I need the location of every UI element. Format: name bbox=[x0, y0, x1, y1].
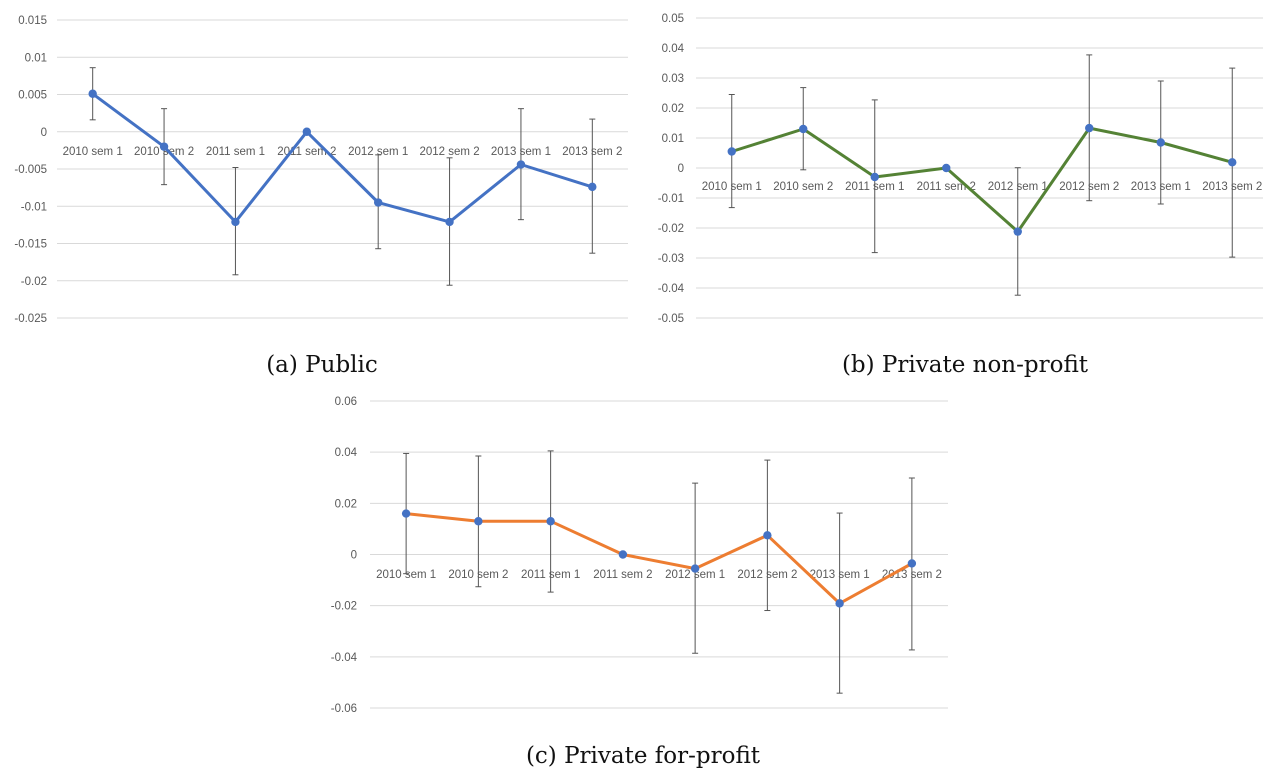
caption-private-non-profit: (b) Private non-profit bbox=[842, 352, 1089, 378]
data-point bbox=[835, 599, 844, 608]
data-point bbox=[690, 564, 700, 573]
y-tick-label: 0 bbox=[41, 127, 47, 139]
series-line bbox=[731, 126, 1233, 234]
data-point bbox=[516, 160, 526, 169]
x-category-label: 2011 sem 1 bbox=[206, 146, 265, 158]
y-tick-label: -0.005 bbox=[14, 164, 47, 176]
y-tick-label: 0.01 bbox=[25, 52, 47, 64]
y-tick-label: 0 bbox=[678, 163, 684, 175]
data-point bbox=[546, 517, 555, 526]
x-category-label: 2010 sem 1 bbox=[376, 569, 436, 581]
y-tick-label: -0.01 bbox=[658, 193, 684, 205]
y-tick-label: -0.025 bbox=[14, 313, 47, 325]
caption-private-for-profit: (c) Private for-profit bbox=[526, 743, 761, 769]
y-tick-label: 0.02 bbox=[662, 103, 684, 115]
data-point bbox=[302, 127, 312, 136]
y-tick-label: 0.005 bbox=[18, 90, 47, 102]
data-point bbox=[231, 217, 240, 227]
x-category-label: 2011 sem 2 bbox=[917, 181, 976, 193]
data-point bbox=[1085, 123, 1094, 133]
y-tick-label: -0.02 bbox=[21, 276, 47, 288]
data-point bbox=[942, 163, 951, 173]
data-point bbox=[474, 517, 483, 526]
data-point bbox=[1228, 158, 1237, 167]
y-tick-label: -0.02 bbox=[658, 223, 684, 235]
data-point bbox=[727, 147, 736, 156]
y-tick-label: -0.01 bbox=[21, 201, 47, 213]
y-tick-label: -0.05 bbox=[658, 313, 684, 325]
y-tick-label: -0.04 bbox=[331, 652, 358, 664]
data-point bbox=[445, 217, 454, 227]
data-point bbox=[159, 142, 169, 151]
x-category-label: 2010 sem 2 bbox=[773, 181, 833, 193]
chart-private-for-profit: 0.06 0.04 0.02 0 -0.02 -0.04 -0.06 2010 sem 1 20… bbox=[331, 396, 948, 715]
y-tick-label: -0.02 bbox=[331, 601, 357, 613]
y-tick-label: 0.04 bbox=[662, 43, 685, 55]
y-tick-label: -0.06 bbox=[331, 703, 357, 715]
data-point bbox=[1013, 227, 1022, 236]
x-category-label: 2012 sem 2 bbox=[420, 146, 480, 158]
y-tick-label: -0.04 bbox=[658, 283, 685, 295]
data-point bbox=[763, 531, 772, 540]
series-line bbox=[405, 512, 913, 605]
y-tick-label: 0 bbox=[351, 550, 357, 562]
y-tick-label: -0.015 bbox=[14, 239, 47, 251]
y-tick-label: 0.06 bbox=[335, 396, 357, 408]
data-point bbox=[870, 172, 879, 182]
data-point bbox=[799, 124, 808, 134]
y-tick-label: 0.03 bbox=[662, 73, 684, 85]
y-tick-label: -0.03 bbox=[658, 253, 684, 265]
y-tick-label: 0.015 bbox=[18, 15, 47, 27]
x-category-label: 2010 sem 1 bbox=[63, 146, 123, 158]
data-point bbox=[373, 198, 383, 207]
x-category-label: 2011 sem 2 bbox=[593, 569, 652, 581]
data-point bbox=[401, 509, 411, 518]
caption-public: (a) Public bbox=[266, 352, 378, 378]
data-point bbox=[1156, 138, 1165, 147]
y-tick-label: 0.02 bbox=[335, 498, 357, 510]
chart-public: 0.015 0.01 0.005 0 -0.005 -0.01 -0.015 -0.02 -0.… bbox=[14, 15, 628, 325]
data-point bbox=[618, 550, 628, 559]
chart-private-non-profit: 0.05 0.04 0.03 0.02 0.01 0 -0.01 -0.02 -0.03 -0.0… bbox=[658, 13, 1263, 325]
y-tick-label: 0.04 bbox=[335, 447, 358, 459]
y-tick-label: 0.01 bbox=[662, 133, 684, 145]
data-point bbox=[88, 89, 97, 98]
x-category-label: 2012 sem 1 bbox=[348, 146, 408, 158]
series-line bbox=[91, 92, 593, 224]
data-point bbox=[907, 559, 917, 568]
y-tick-label: 0.05 bbox=[662, 13, 684, 25]
data-point bbox=[588, 182, 597, 192]
